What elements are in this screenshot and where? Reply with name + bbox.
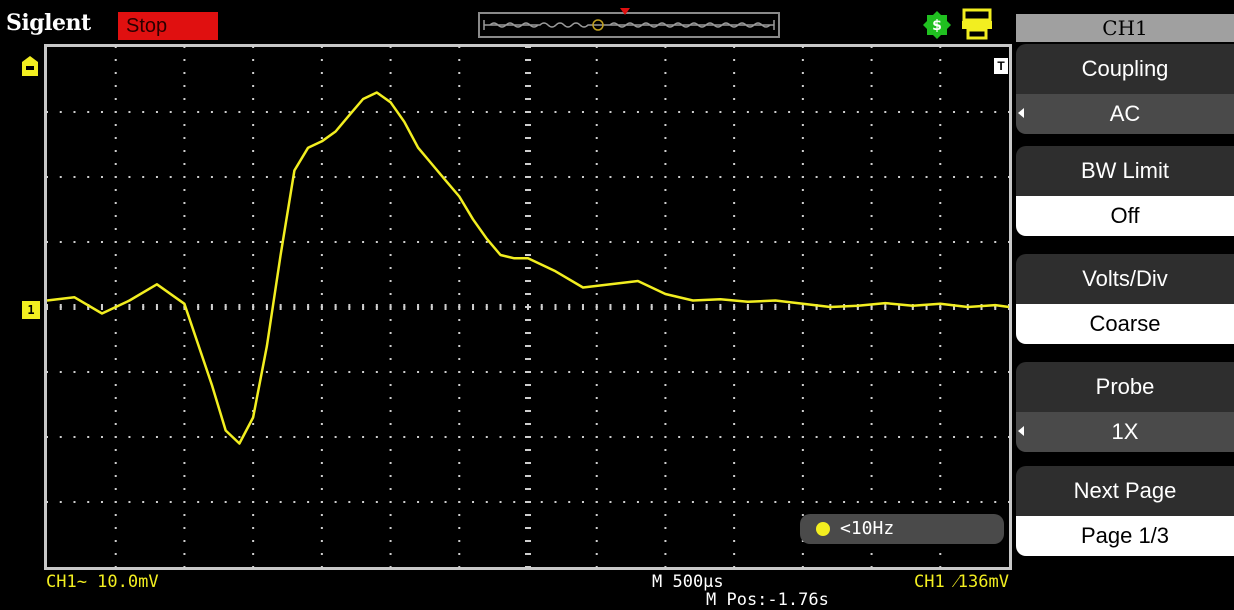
ch1-scale-readout: CH1~ 10.0mV <box>46 572 159 592</box>
menu-item-value[interactable]: Page 1/3 <box>1016 516 1234 556</box>
printer-icon <box>962 8 992 40</box>
probe-value: 1X <box>1111 419 1139 444</box>
grid-dots <box>46 46 1010 568</box>
cycle-arrow-icon <box>1018 426 1024 436</box>
timebase-readout: M 500μs <box>652 572 724 592</box>
menu-item-value[interactable]: 1X <box>1016 412 1234 452</box>
menu-item-value[interactable]: Coarse <box>1016 304 1234 344</box>
waveform-display <box>46 46 1010 568</box>
ch1-waveform-trace <box>46 91 1010 445</box>
svg-text:$: $ <box>932 18 942 34</box>
trigger-level-icon[interactable] <box>20 55 40 77</box>
usb-icon: $ <box>923 11 951 39</box>
ch1-ground-marker[interactable]: 1 <box>22 301 40 319</box>
menu-next-page[interactable]: Next Page Page 1/3 <box>1016 466 1234 556</box>
menu-item-label: Next Page <box>1016 466 1234 516</box>
menu-item-value[interactable]: AC <box>1016 94 1234 134</box>
menu-bw-limit[interactable]: BW Limit Off <box>1016 146 1234 236</box>
menu-volts-div[interactable]: Volts/Div Coarse <box>1016 254 1234 344</box>
memory-waveform-icon <box>483 19 775 31</box>
frequency-readout: <10Hz <box>800 514 1004 544</box>
menu-title: CH1 <box>1016 14 1234 42</box>
trigger-readout: CH1 ⁄136mV <box>914 572 1009 592</box>
menu-item-label: Probe <box>1016 362 1234 412</box>
frequency-counter-icon <box>816 522 830 536</box>
coupling-value: AC <box>1109 101 1141 126</box>
memory-position-strip <box>478 12 780 38</box>
menu-item-label: Coupling <box>1016 44 1234 94</box>
menu-probe[interactable]: Probe 1X <box>1016 362 1234 452</box>
menu-coupling[interactable]: Coupling AC <box>1016 44 1234 134</box>
horizontal-position-readout: M Pos:-1.76s <box>706 590 829 610</box>
menu-item-value[interactable]: Off <box>1016 196 1234 236</box>
trigger-position-marker <box>620 8 630 15</box>
trigger-time-marker: T <box>994 58 1008 74</box>
brand-logo: Siglent <box>6 10 91 36</box>
menu-item-label: Volts/Div <box>1016 254 1234 304</box>
run-status-badge[interactable]: Stop <box>118 12 218 40</box>
menu-item-label: BW Limit <box>1016 146 1234 196</box>
cycle-arrow-icon <box>1018 108 1024 118</box>
